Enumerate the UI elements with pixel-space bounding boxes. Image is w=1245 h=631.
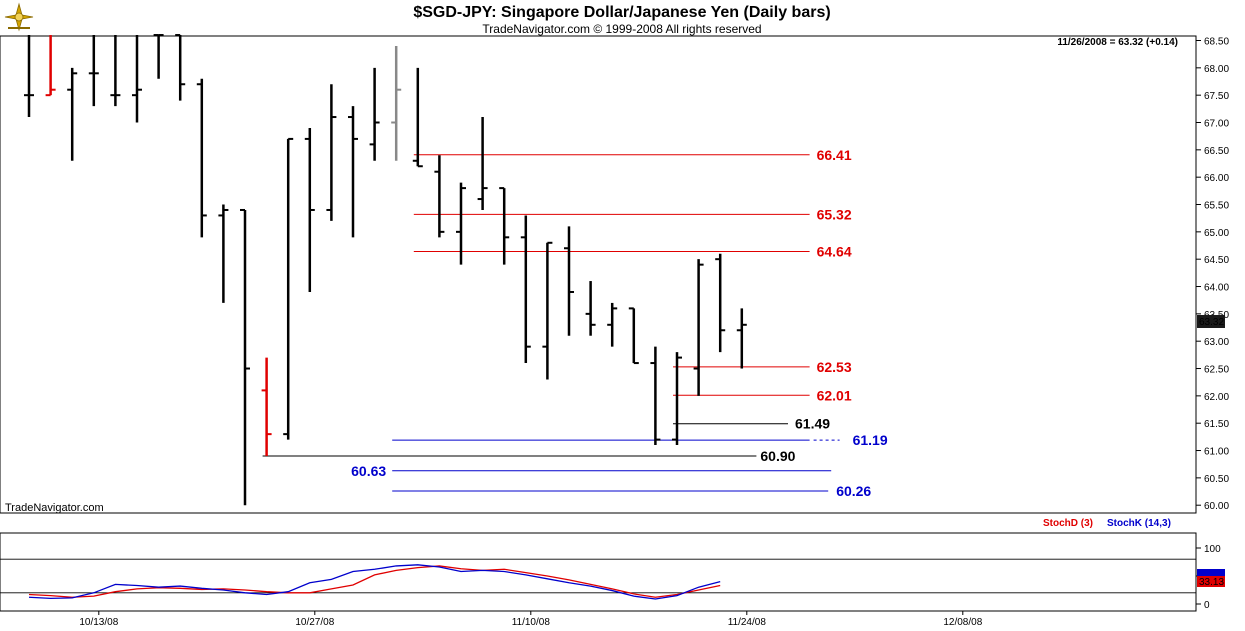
- stoch-d-last-box: [1197, 576, 1225, 587]
- stoch-k-legend: StochK (14,3): [1107, 518, 1171, 529]
- stoch-tick-label: 100: [1204, 544, 1221, 555]
- level-label: 62.53: [817, 359, 852, 375]
- stoch-series-line: [28, 564, 721, 600]
- price-bars: [24, 34, 747, 506]
- level-label: 64.64: [817, 244, 852, 260]
- price-tick-label: 65.50: [1204, 201, 1229, 212]
- date-tick-label: 10/27/08: [295, 617, 334, 628]
- ohlc-bar: [736, 308, 747, 369]
- stochastic-panel-frame: [0, 532, 1197, 612]
- price-panel-frame: [0, 35, 1197, 514]
- level-label: 65.32: [817, 206, 852, 222]
- price-tick-label: 62.50: [1204, 365, 1229, 376]
- stoch-last-label: 33.13: [1199, 577, 1224, 588]
- ohlc-bar: [24, 35, 34, 118]
- ohlc-bar: [499, 187, 510, 265]
- price-tick-label: 61.50: [1204, 419, 1229, 430]
- ohlc-bar: [132, 35, 142, 123]
- level-label: 60.63: [351, 463, 386, 479]
- level-label: 61.49: [795, 416, 830, 432]
- watermark: TradeNavigator.com: [5, 502, 104, 514]
- ohlc-bar: [218, 204, 229, 303]
- ohlc-bar: [240, 208, 250, 506]
- ohlc-bar: [45, 35, 56, 97]
- ohlc-bar: [607, 302, 618, 347]
- level-label: 60.26: [836, 483, 871, 499]
- price-tick-label: 68.00: [1204, 64, 1229, 75]
- ohlc-bar: [175, 34, 186, 101]
- price-tick-label: 67.00: [1204, 119, 1229, 130]
- price-tick-label: 64.50: [1204, 255, 1229, 266]
- date-tick-label: 11/24/08: [728, 617, 767, 628]
- ohlc-bar: [261, 357, 272, 456]
- price-tick-label: 64.00: [1204, 283, 1229, 294]
- ohlc-bar: [477, 117, 488, 210]
- ohlc-bar: [153, 34, 164, 79]
- price-axis: 68.50 68.00 67.50 67.00 66.50 66.00 65.50 65.00…: [1196, 37, 1229, 512]
- ohlc-bar: [585, 281, 596, 336]
- ohlc-bar: [304, 127, 315, 292]
- ohlc-bar: [564, 226, 574, 336]
- last-price-label: 63.32: [1199, 317, 1224, 328]
- ohlc-bar: [456, 182, 466, 265]
- ohlc-bar: [542, 241, 553, 380]
- level-label: 62.01: [817, 387, 852, 403]
- level-label: 61.19: [853, 432, 888, 448]
- ohlc-bar: [628, 307, 639, 365]
- last-price-info: 11/26/2008 = 63.32 (+0.14): [1057, 37, 1178, 48]
- price-tick-label: 63.00: [1204, 337, 1229, 348]
- price-tick-label: 62.00: [1204, 392, 1229, 403]
- price-tick-label: 68.50: [1204, 37, 1229, 48]
- stoch-k-last-box: [1197, 569, 1225, 579]
- ohlc-bar: [391, 45, 402, 161]
- price-tick-label: 66.00: [1204, 173, 1229, 184]
- ohlc-bar: [283, 137, 294, 440]
- ohlc-bar: [650, 346, 661, 446]
- chart-subtitle: TradeNavigator.com © 1999-2008 All right…: [482, 22, 761, 36]
- date-tick-label: 10/13/08: [79, 617, 118, 628]
- ohlc-bar: [67, 67, 78, 161]
- chart-title: $SGD-JPY: Singapore Dollar/Japanese Yen …: [413, 4, 830, 21]
- ohlc-bar: [110, 35, 121, 107]
- ohlc-bar: [520, 215, 531, 364]
- ohlc-bar: [672, 352, 682, 446]
- date-tick-label: 12/08/08: [943, 617, 982, 628]
- price-tick-label: 60.50: [1204, 474, 1229, 485]
- ohlc-bar: [369, 67, 380, 161]
- level-label: 66.41: [817, 147, 852, 163]
- last-price-box: [1197, 315, 1225, 328]
- ohlc-bar: [412, 67, 423, 168]
- price-tick-label: 65.00: [1204, 228, 1229, 239]
- date-axis: 10/13/08 10/27/08 11/10/08 11/24/08 12/08/08: [79, 611, 983, 628]
- price-tick-label: 61.00: [1204, 447, 1229, 458]
- date-tick-label: 11/10/08: [512, 617, 551, 628]
- ohlc-bar: [88, 35, 99, 107]
- stoch-d-legend: StochD (3): [1043, 518, 1093, 529]
- price-tick-label: 60.00: [1204, 501, 1229, 512]
- level-label: 60.90: [760, 448, 795, 464]
- ohlc-bar: [434, 155, 445, 238]
- stoch-series-line: [28, 565, 721, 598]
- ohlc-bar: [348, 106, 358, 238]
- price-tick-label: 67.50: [1204, 91, 1229, 102]
- ohlc-bar: [196, 78, 207, 238]
- price-tick-label: 66.50: [1204, 146, 1229, 157]
- compass-logo-icon: [4, 2, 34, 32]
- stoch-tick-label: 0: [1204, 600, 1210, 611]
- support-resistance-levels: 66.41 65.32 64.64 62.53 62.01 61.49 61.19 60.90…: [262, 147, 888, 499]
- ohlc-bar: [715, 253, 726, 353]
- stochastic-oscillator: 100500: [0, 544, 1221, 611]
- ohlc-bar: [326, 84, 337, 221]
- ohlc-bar: [693, 259, 704, 396]
